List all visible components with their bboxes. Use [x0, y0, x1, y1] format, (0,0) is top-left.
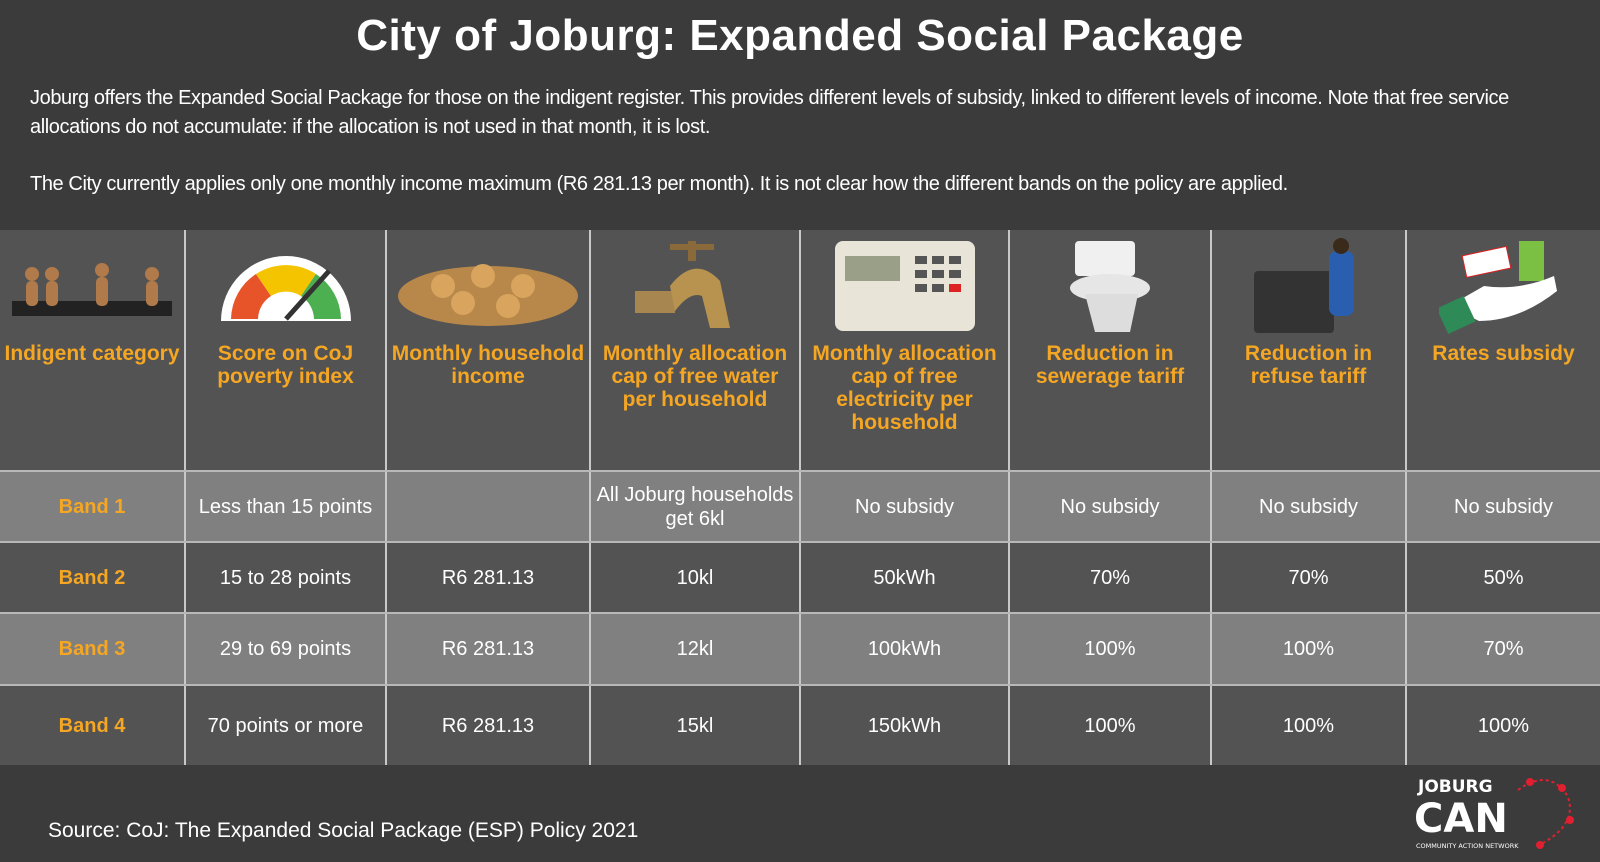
column-header-label: Monthly allocation cap of free electrici…	[812, 342, 997, 434]
band-label: Band 2	[0, 543, 186, 612]
svg-text:COMMUNITY ACTION NETWORK: COMMUNITY ACTION NETWORK	[1416, 842, 1519, 850]
column-header: Reduction in refuse tariff	[1212, 230, 1407, 470]
source-note: Source: CoJ: The Expanded Social Package…	[48, 819, 639, 842]
band-label: Band 4	[0, 686, 186, 765]
water-tap-icon	[595, 236, 795, 336]
column-header: Indigent category	[0, 230, 186, 470]
table-cell: 150kWh	[801, 686, 1010, 765]
column-header-label: Reduction in sewerage tariff	[1035, 342, 1185, 388]
table-cell: No subsidy	[1212, 472, 1407, 541]
joburg-can-logo: JOBURG CAN COMMUNITY ACTION NETWORK	[1410, 772, 1580, 856]
table-cell: No subsidy	[1454, 495, 1553, 518]
table-cell: 100%	[1212, 614, 1407, 684]
table-cell: All Joburg households get 6kl	[591, 472, 801, 541]
table-cell: R6 281.13	[387, 543, 591, 612]
header-row: Indigent category Score on CoJ poverty in…	[0, 230, 1600, 472]
table-cell: R6 281.13	[387, 686, 591, 765]
table-row: Band 1 Less than 15 points All Joburg hous…	[0, 472, 1600, 543]
table-cell: 100%	[1212, 686, 1407, 765]
column-header-label: Rates subsidy	[1432, 342, 1575, 365]
column-header-label: Monthly household income	[391, 342, 585, 388]
table-cell: 12kl	[591, 614, 801, 684]
table-cell: 70 points or more	[186, 686, 387, 765]
table-cell: No subsidy	[801, 472, 1010, 541]
intro-paragraph: Joburg offers the Expanded Social Packag…	[30, 87, 1509, 138]
column-header-label: Reduction in refuse tariff	[1244, 342, 1373, 388]
prepaid-meter-icon	[805, 236, 1004, 336]
toilet-icon	[1014, 236, 1206, 336]
table-cell: 50%	[1483, 566, 1524, 589]
column-header: Reduction in sewerage tariff	[1010, 230, 1212, 470]
table-cell: 100%	[1010, 686, 1212, 765]
esp-table: Indigent category Score on CoJ poverty in…	[0, 230, 1600, 765]
table-cell: 70%	[1010, 543, 1212, 612]
column-header: Monthly allocation cap of free water per…	[591, 230, 801, 470]
cash-back-icon	[1411, 236, 1596, 336]
table-cell: 50kWh	[801, 543, 1010, 612]
column-header: Monthly allocation cap of free electrici…	[801, 230, 1010, 470]
table-cell: 100kWh	[801, 614, 1010, 684]
people-figures-icon	[4, 236, 180, 336]
band-label: Band 1	[0, 472, 186, 541]
svg-text:JOBURG: JOBURG	[1417, 777, 1493, 797]
table-cell: R6 281.13	[387, 614, 591, 684]
page-title: City of Joburg: Expanded Social Package	[356, 11, 1244, 60]
column-header: Rates subsidy	[1407, 230, 1600, 470]
table-cell	[387, 472, 591, 541]
column-header-label: Score on CoJ poverty index	[217, 342, 354, 388]
table-row: Band 2 15 to 28 points R6 281.13 10kl 50kWh 7…	[0, 543, 1600, 614]
table-cell: 70%	[1212, 543, 1407, 612]
intro-paragraph: The City currently applies only one mont…	[30, 173, 1288, 195]
column-header: Score on CoJ poverty index	[186, 230, 387, 470]
table-row: Band 4 70 points or more R6 281.13 15kl 150k…	[0, 686, 1600, 765]
table-cell: 15kl	[591, 686, 801, 765]
svg-text:CAN: CAN	[1414, 796, 1508, 842]
table-cell: No subsidy	[1010, 472, 1212, 541]
table-cell: 100%	[1477, 714, 1530, 737]
intro: Joburg offers the Expanded Social Packag…	[30, 84, 1590, 226]
gauge-icon	[190, 236, 381, 336]
column-header-label: Indigent category	[4, 342, 180, 365]
table-cell: 29 to 69 points	[186, 614, 387, 684]
table-cell: 15 to 28 points	[186, 543, 387, 612]
refuse-bin-icon	[1216, 236, 1401, 336]
table-row: Band 3 29 to 69 points R6 281.13 12kl 100kWh…	[0, 614, 1600, 686]
table-cell: 10kl	[591, 543, 801, 612]
table-cell: 100%	[1010, 614, 1212, 684]
coins-icon	[391, 236, 585, 336]
table-cell: 70%	[1483, 638, 1524, 660]
column-header-label: Monthly allocation cap of free water per…	[602, 342, 788, 411]
table-cell: Less than 15 points	[186, 472, 387, 541]
band-label: Band 3	[0, 614, 186, 684]
column-header: Monthly household income	[387, 230, 591, 470]
